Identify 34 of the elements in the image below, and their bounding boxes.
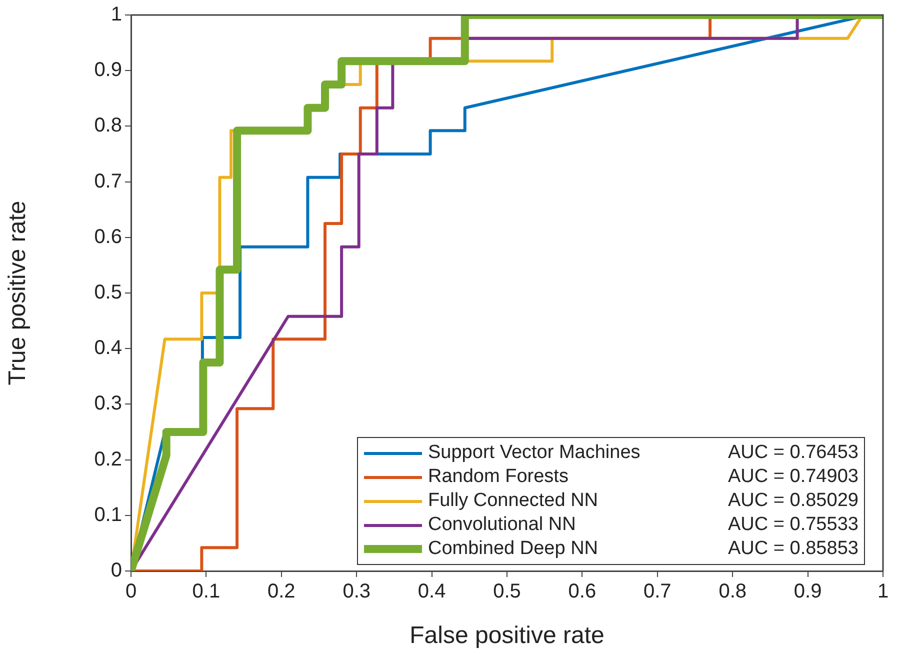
y-tick-label: 0.8 xyxy=(94,114,122,137)
legend-label: Convolutional NN xyxy=(428,514,577,536)
legend-label: Random Forests xyxy=(428,466,570,488)
x-tick-label: 0.4 xyxy=(418,580,446,603)
y-tick-label: 0.3 xyxy=(94,392,122,415)
x-tick-label: 0 xyxy=(125,580,137,603)
annotation: AUC = 0.85853 xyxy=(728,538,858,560)
x-tick-label: 1 xyxy=(877,580,889,603)
legend-label: Support Vector Machines xyxy=(428,442,642,464)
x-tick-label: 0.8 xyxy=(718,580,747,603)
y-tick-label: 0.9 xyxy=(94,59,122,82)
y-tick-label: 0.1 xyxy=(94,504,122,526)
annotation: AUC = 0.75533 xyxy=(728,514,858,536)
y-tick-label: 0.2 xyxy=(94,448,122,470)
x-tick-label: 0.2 xyxy=(267,580,296,603)
y-tick-label: 1 xyxy=(110,4,122,26)
x-tick-label: 0.3 xyxy=(342,580,371,603)
y-tick-label: 0 xyxy=(110,560,122,582)
x-axis-title: False positive rate xyxy=(410,622,604,650)
annotation: AUC = 0.76453 xyxy=(728,442,858,464)
legend-label: Combined Deep NN xyxy=(428,538,600,560)
annotation: AUC = 0.74903 xyxy=(728,466,858,488)
y-tick-label: 0.4 xyxy=(94,337,122,360)
y-tick-label: 0.5 xyxy=(94,282,122,304)
y-tick-label: 0.7 xyxy=(94,170,122,192)
annotation: AUC = 0.85029 xyxy=(728,490,858,512)
x-tick-label: 0.5 xyxy=(493,580,521,603)
y-axis-title: True positive rate xyxy=(4,200,32,386)
x-tick-label: 0.9 xyxy=(794,580,822,603)
x-tick-label: 0.7 xyxy=(643,580,672,603)
x-tick-label: 0.6 xyxy=(568,580,596,603)
x-tick-label: 0.1 xyxy=(192,580,220,603)
legend-label: Fully Connected NN xyxy=(428,490,600,512)
y-tick-label: 0.6 xyxy=(94,226,122,248)
